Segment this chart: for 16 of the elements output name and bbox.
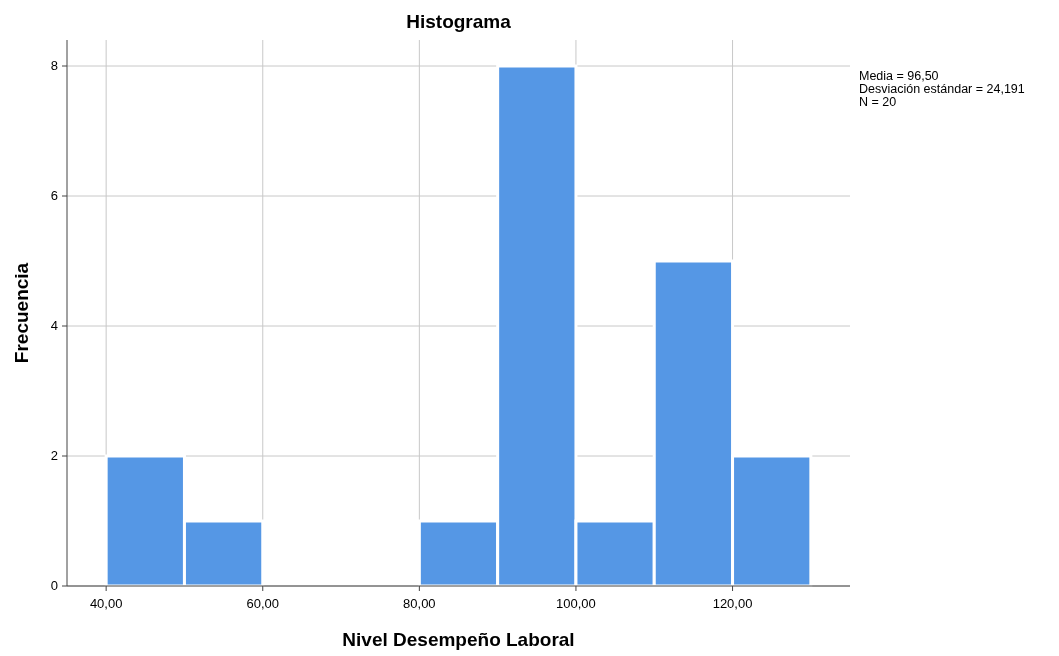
- y-tick-label: 6: [50, 188, 58, 203]
- y-tick-label: 2: [50, 448, 58, 463]
- x-tick-label: 80,00: [403, 596, 436, 611]
- x-axis-title: Nivel Desempeño Laboral: [342, 629, 575, 650]
- chart-title: Histograma: [406, 11, 512, 32]
- y-tick-label: 0: [50, 578, 58, 593]
- x-tick-label: 40,00: [89, 596, 123, 611]
- text: Desviación estándar = 24,191: [859, 82, 1025, 96]
- x-tick-label: 60,00: [246, 596, 280, 611]
- text: N = 20: [859, 95, 897, 109]
- y-tick-label: 8: [50, 58, 58, 73]
- y-tick-label: 4: [50, 318, 58, 333]
- y-axis-title: Frecuencia: [11, 262, 32, 364]
- x-tick-label: 120,00: [712, 596, 753, 611]
- x-tick-label: 100,00: [556, 596, 596, 611]
- text: Media = 96,50: [859, 69, 939, 83]
